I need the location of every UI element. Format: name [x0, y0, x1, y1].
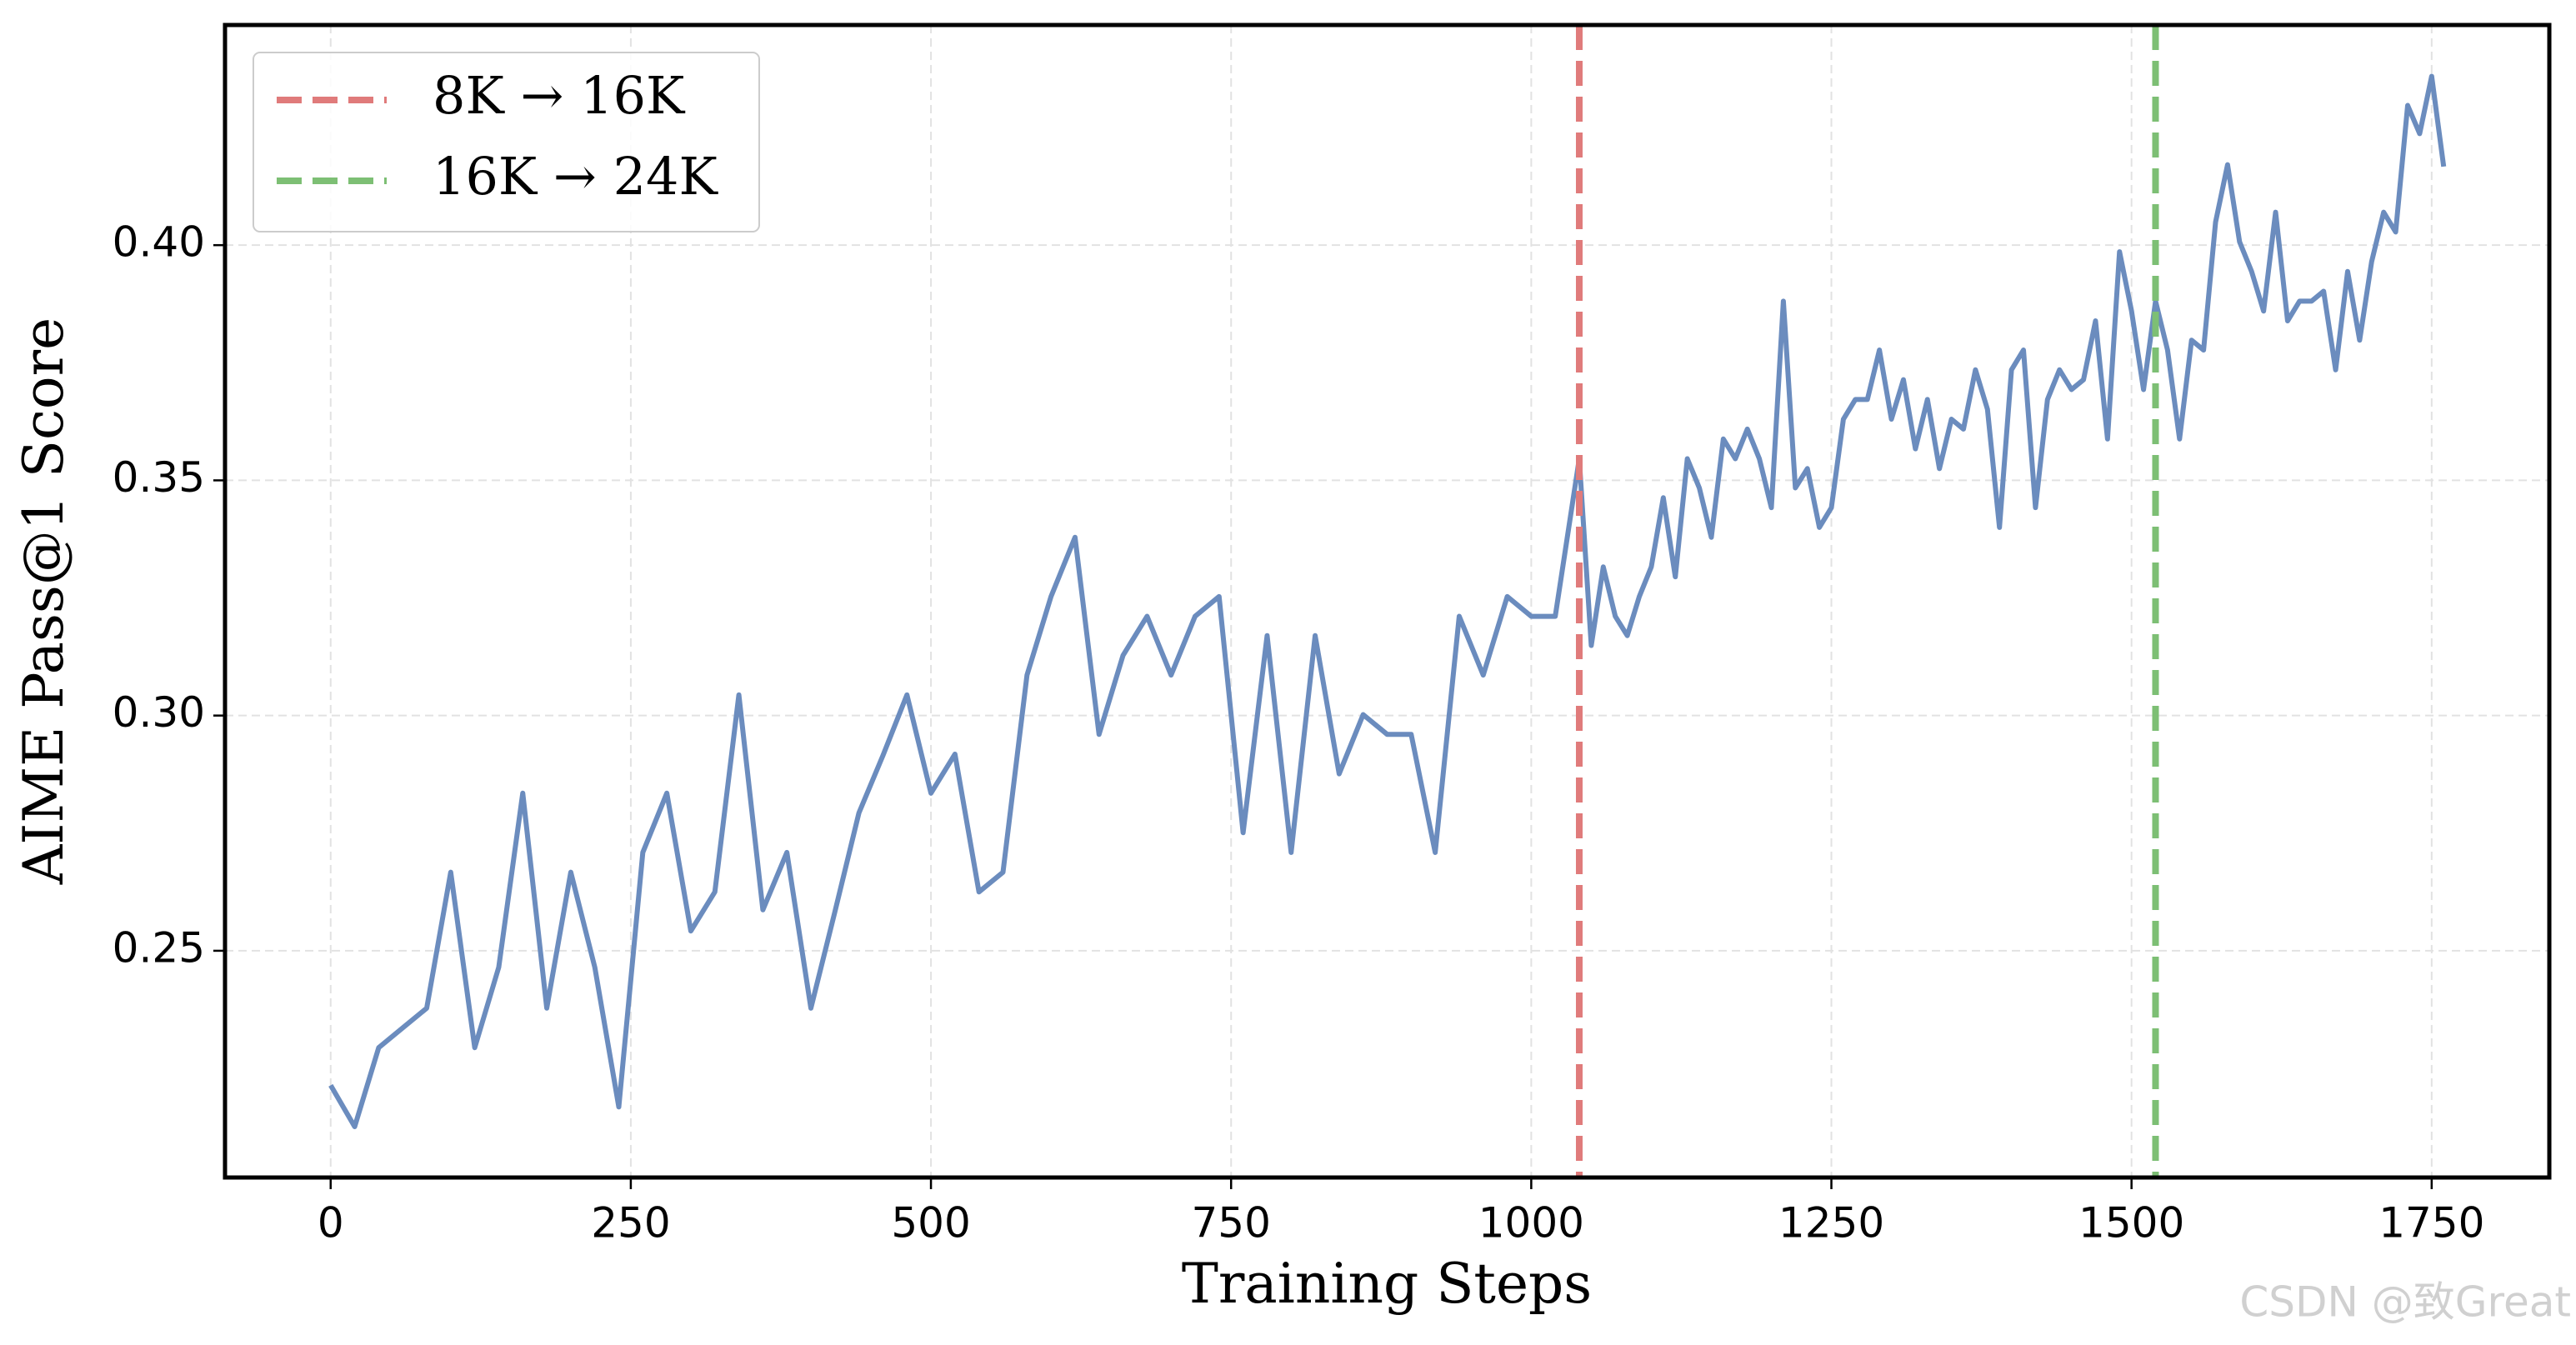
x-axis-label: Training Steps: [1182, 1252, 1592, 1316]
y-tick-label: 0.25: [113, 923, 205, 972]
line-series: [328, 73, 2447, 1130]
legend-box: [253, 52, 760, 232]
x-tick-label: 500: [891, 1199, 970, 1248]
x-tick-label: 0: [318, 1199, 344, 1248]
legend-label: 16K → 24K: [433, 146, 718, 207]
y-tick-label: 0.30: [113, 688, 205, 737]
x-tick-label: 750: [1192, 1199, 1271, 1248]
legend-label: 8K → 16K: [433, 65, 686, 126]
x-tick-label: 1500: [2078, 1199, 2184, 1248]
plot-frame: [223, 22, 2552, 1180]
y-tick-label: 0.40: [113, 218, 205, 267]
x-tick-label: 250: [591, 1199, 670, 1248]
x-tick-label: 1750: [2378, 1199, 2484, 1248]
y-tick-label: 0.35: [113, 453, 205, 502]
x-tick-label: 1000: [1478, 1199, 1584, 1248]
watermark: CSDN @致Great: [2239, 1278, 2571, 1327]
x-tick-label: 1250: [1778, 1199, 1884, 1248]
y-axis-label: AIME Pass@1 Score: [12, 318, 76, 886]
